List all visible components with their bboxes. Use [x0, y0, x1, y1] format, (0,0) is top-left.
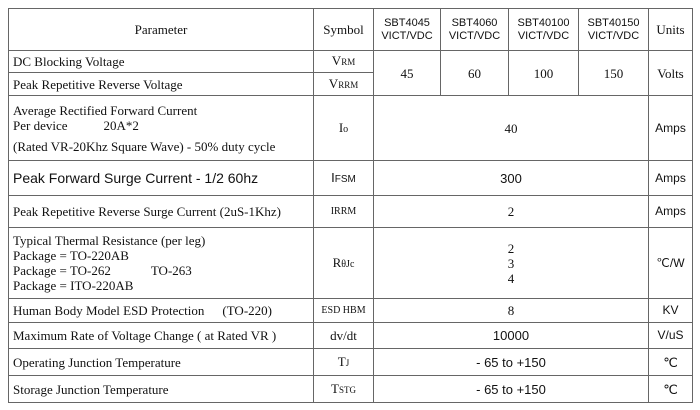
units: KV: [648, 298, 693, 323]
parameter: Maximum Rate of Voltage Change ( at Rate…: [8, 322, 314, 349]
row: Average Rectified Forward Current Per de…: [8, 95, 693, 161]
value: 100: [508, 50, 579, 96]
parameter: Storage Junction Temperature: [8, 375, 314, 403]
parameter-text: Human Body Model ESD Protection: [13, 303, 205, 318]
value: 2 3 4: [373, 227, 649, 299]
symbol: VRRM: [313, 72, 374, 96]
symbol: dv/dt: [313, 322, 374, 349]
row: Peak Repetitive Reverse Surge Current (2…: [8, 195, 693, 228]
symbol-sub: FSM: [334, 173, 356, 185]
symbol: RθJc: [313, 227, 374, 299]
value: 10000: [373, 322, 649, 349]
header-cell: Symbol: [313, 8, 374, 51]
symbol: TJ: [313, 348, 374, 376]
symbol-main: T: [331, 380, 339, 396]
value: - 65 to +150: [373, 375, 649, 403]
value: 40: [373, 95, 649, 161]
parameter-line: Package = TO-220AB: [13, 248, 129, 263]
device-package: VICT/VDC: [517, 29, 570, 42]
row: Human Body Model ESD Protection (TO-220) …: [8, 298, 693, 323]
parameter: DC Blocking Voltage: [8, 50, 314, 73]
value: 150: [578, 50, 649, 96]
header-cell: Parameter: [8, 8, 314, 51]
row: Operating Junction Temperature TJ - 65 t…: [8, 348, 693, 376]
header-cell: Units: [648, 8, 693, 51]
header-row: Parameter Symbol SBT4045 VICT/VDC SBT4060…: [8, 8, 693, 51]
symbol-sub: J: [345, 357, 350, 368]
parameter: Peak Forward Surge Current - 1/2 60hz: [8, 160, 314, 196]
parameter: Operating Junction Temperature: [8, 348, 314, 376]
device-header: SBT40100 VICT/VDC: [508, 8, 579, 51]
units: Amps: [648, 95, 693, 161]
value: 60: [440, 50, 509, 96]
device-name: SBT40150: [587, 16, 640, 29]
device-name: SBT4045: [384, 16, 430, 29]
value-line: 3: [507, 255, 515, 271]
symbol: VRM: [313, 50, 374, 73]
row: Peak Forward Surge Current - 1/2 60hz IF…: [8, 160, 693, 196]
parameter-text: Per device: [13, 117, 68, 133]
row: Storage Junction Temperature TSTG - 65 t…: [8, 375, 693, 403]
symbol: Io: [313, 95, 374, 161]
row: DC Blocking Voltage VRM 45 60 100 150 Vo…: [8, 50, 693, 96]
symbol-main: I: [338, 119, 344, 135]
value-line: 2: [507, 240, 515, 256]
parameter-text: 20A*2: [103, 117, 139, 133]
parameter: Typical Thermal Resistance (per leg) Pac…: [8, 227, 314, 299]
value: 300: [373, 160, 649, 196]
parameter-line: (Rated VR-20Khz Square Wave) - 50% duty …: [13, 138, 276, 154]
value-line: 4: [507, 270, 515, 286]
symbol-main: T: [337, 353, 346, 369]
device-header: SBT40150 VICT/VDC: [578, 8, 649, 51]
units: V/uS: [648, 322, 693, 349]
device-header: SBT4045 VICT/VDC: [373, 8, 441, 51]
units: Volts: [648, 50, 693, 96]
spec-table: Parameter Symbol SBT4045 VICT/VDC SBT4060…: [8, 8, 693, 403]
symbol: TSTG: [313, 375, 374, 403]
device-header: SBT4060 VICT/VDC: [440, 8, 509, 51]
parameter-text: Package = TO-262: [13, 263, 111, 278]
device-package: VICT/VDC: [448, 29, 501, 42]
device-package: VICT/VDC: [381, 29, 433, 42]
device-name: SBT40100: [517, 16, 570, 29]
symbol: ESD HBM: [313, 298, 374, 323]
device-package: VICT/VDC: [587, 29, 640, 42]
parameter-text: (TO-220): [222, 303, 272, 318]
device-name: SBT4060: [451, 16, 498, 29]
symbol-sub: RM: [341, 57, 356, 67]
symbol-sub: o: [343, 123, 349, 135]
parameter: Human Body Model ESD Protection (TO-220): [8, 298, 314, 323]
row: Maximum Rate of Voltage Change ( at Rate…: [8, 322, 693, 349]
units: ℃: [648, 348, 693, 376]
parameter-text: TO-263: [150, 263, 192, 278]
value: 45: [373, 50, 441, 96]
value: 2: [373, 195, 649, 228]
value: - 65 to +150: [373, 348, 649, 376]
symbol-sub: θJc: [341, 258, 355, 270]
units: ℃/W: [648, 227, 693, 299]
parameter-line: Typical Thermal Resistance (per leg): [13, 233, 206, 248]
symbol: IFSM: [313, 160, 374, 196]
symbol-sub: STG: [338, 384, 356, 395]
symbol: IRRM: [313, 195, 374, 228]
symbol-main: R: [332, 254, 342, 270]
parameter: Peak Repetitive Reverse Surge Current (2…: [8, 195, 314, 228]
parameter-line: Package = ITO-220AB: [13, 278, 134, 293]
parameter-line: Package = TO-262 TO-263: [13, 263, 309, 278]
value: 8: [373, 298, 649, 323]
row: Typical Thermal Resistance (per leg) Pac…: [8, 227, 693, 299]
units: Amps: [648, 160, 693, 196]
units: ℃: [648, 375, 693, 403]
symbol-main: I: [331, 169, 335, 185]
units: Amps: [648, 195, 693, 228]
symbol-sub: RRM: [338, 79, 359, 90]
row: Peak Repetitive Reverse Voltage VRRM: [8, 72, 693, 96]
parameter-line: Per device 20A*2: [13, 118, 309, 133]
symbol-main: V: [331, 53, 342, 68]
parameter: Average Rectified Forward Current Per de…: [8, 95, 314, 161]
parameter: Peak Repetitive Reverse Voltage: [8, 72, 314, 96]
symbol-main: V: [328, 75, 339, 91]
parameter-line: Average Rectified Forward Current: [13, 102, 198, 118]
